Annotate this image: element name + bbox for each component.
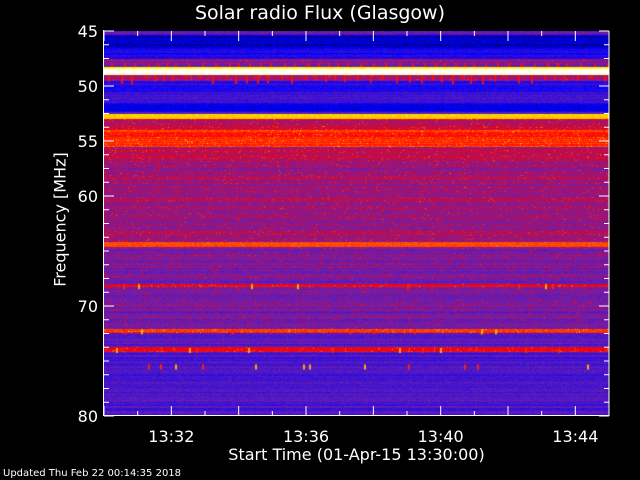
chart-title: Solar radio Flux (Glasgow) [194,2,446,24]
x-tick-label: 13:36 [283,427,329,446]
y-axis-label: Frequency [MHz] [50,152,70,287]
x-axis-label: Start Time (01-Apr-15 13:30:00) [228,445,485,464]
y-tick-label: 70 [78,297,98,316]
x-tick-label: 13:32 [148,427,194,446]
y-tick-label: 45 [78,22,98,41]
y-tick-label: 60 [78,187,98,206]
x-tick-label: 13:40 [418,427,464,446]
spectrogram-heatmap [104,31,609,416]
y-tick-label: 55 [78,132,98,151]
x-tick-label: 13:44 [552,427,598,446]
y-tick-label: 80 [78,407,98,426]
updated-timestamp: Updated Thu Feb 22 00:14:35 2018 [3,468,182,479]
y-tick-label: 50 [78,77,98,96]
